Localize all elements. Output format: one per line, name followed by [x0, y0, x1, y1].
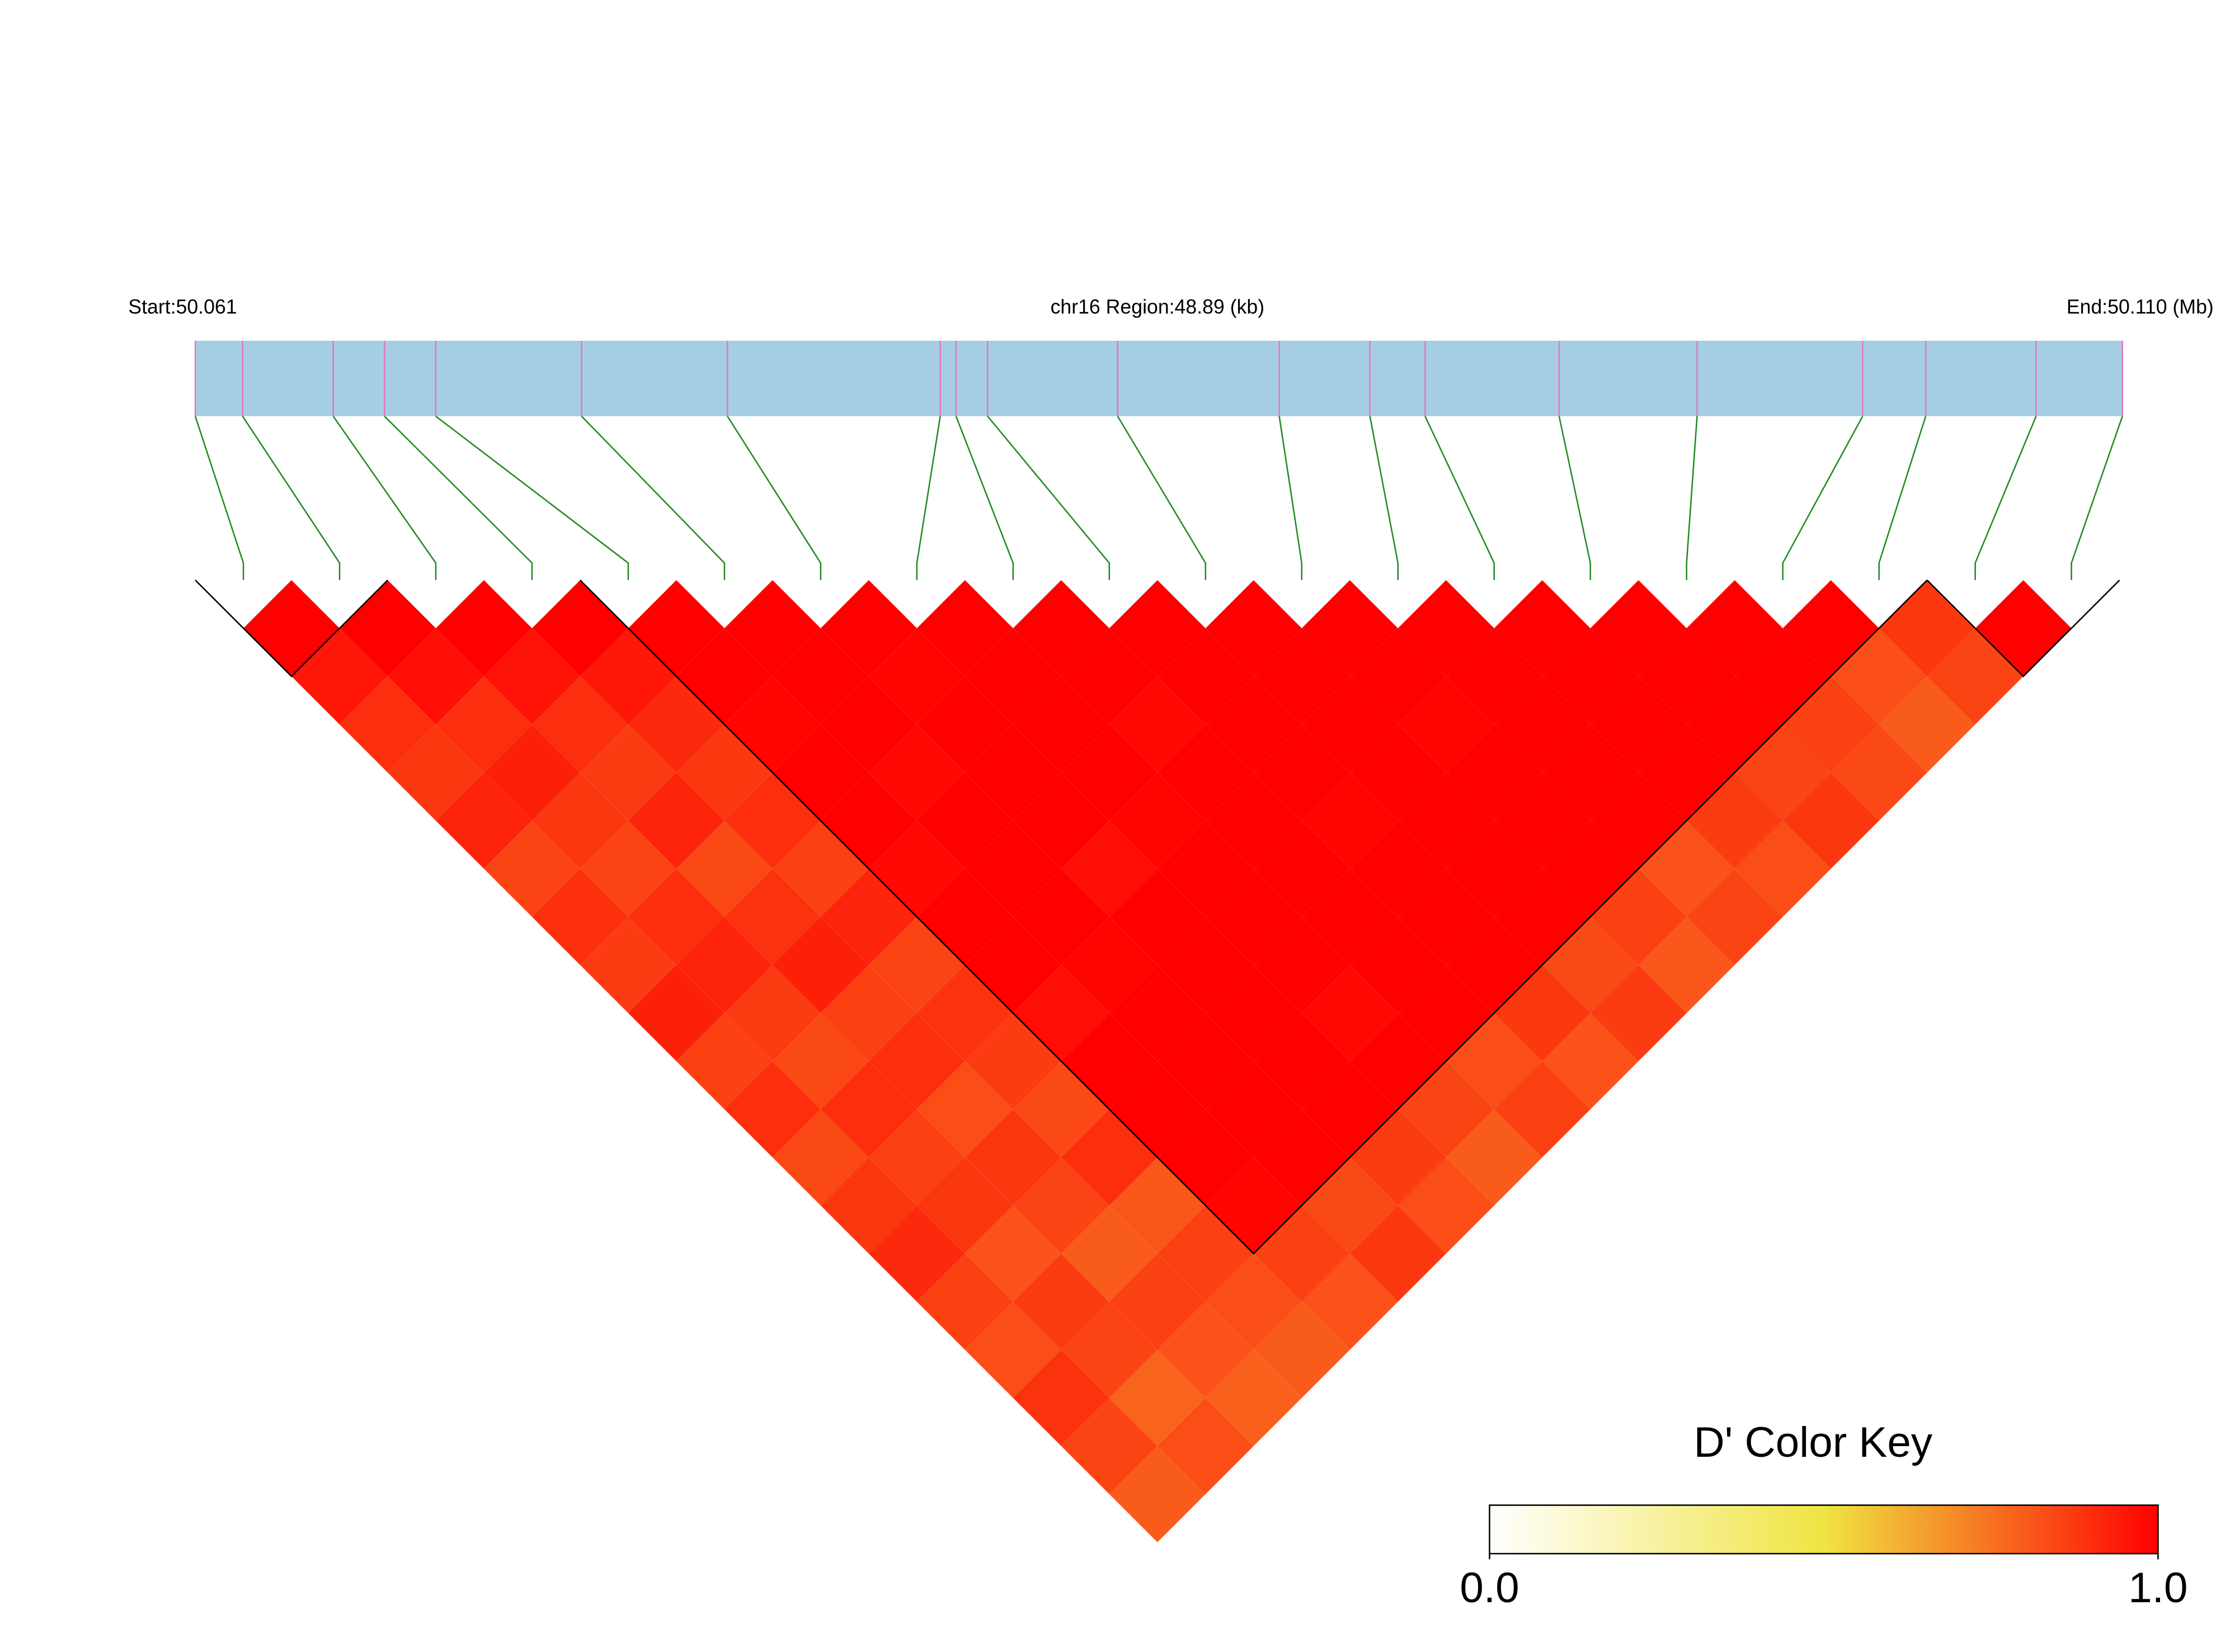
region-label: chr16 Region:48.89 (kb): [1051, 296, 1265, 318]
snp-connector: [916, 416, 941, 580]
ld-cell: [388, 724, 484, 821]
ld-cell: [1734, 628, 1831, 724]
ld-cell: [1205, 1061, 1302, 1157]
ld-cell: [1205, 868, 1302, 965]
ld-block: [580, 580, 1928, 1255]
snp-connector: [435, 415, 629, 580]
snp-connector: [987, 416, 1111, 580]
snp-connector: [2071, 416, 2123, 580]
snp-connector: [581, 416, 726, 580]
snp-connector: [384, 416, 533, 580]
ld-cell: [964, 628, 1061, 724]
snp-connector: [1117, 416, 1207, 580]
ld-cell: [580, 724, 676, 821]
key-tick-label: 0.0: [1460, 1564, 1519, 1612]
chromosome-track: [195, 340, 2123, 416]
snp-connector: [955, 416, 1014, 580]
snp-connector: [242, 416, 341, 580]
key-title: D' Color Key: [1694, 1419, 1933, 1466]
ld-cell: [483, 724, 580, 821]
snp-connector: [1278, 416, 1303, 580]
ld-cell: [1205, 1253, 1302, 1350]
snp-connector: [1782, 416, 1864, 580]
ld-cell: [1301, 1253, 1398, 1350]
start-label: Start:50.061: [128, 296, 237, 318]
ld-block: [1926, 580, 2120, 677]
key-tick-label: 1.0: [2128, 1564, 2187, 1612]
ld-cell: [1446, 628, 1542, 724]
color-key: [1489, 1504, 2159, 1555]
ld-cell: [1638, 628, 1735, 724]
ld-cell: [1542, 628, 1639, 724]
snp-connector: [1558, 416, 1592, 580]
snp-connector: [727, 416, 822, 580]
ld-cell: [772, 628, 869, 724]
snp-connector: [1424, 416, 1495, 580]
ld-cell: [1349, 628, 1446, 724]
snp-connector: [332, 416, 437, 580]
end-label: End:50.110 (Mb): [2067, 296, 2214, 318]
snp-connector: [1878, 416, 1927, 580]
ld-cell: [1205, 772, 1302, 869]
ld-cell: [868, 628, 965, 724]
snp-connector: [1974, 416, 2037, 580]
ld-cell: [1205, 1349, 1302, 1446]
ld-cell: [1157, 628, 1254, 724]
snp-connector: [194, 416, 244, 580]
snp-connector: [1686, 416, 1698, 580]
ld-cell: [1205, 964, 1302, 1061]
ld-cell: [388, 628, 484, 724]
snp-connector: [1369, 416, 1399, 580]
ld-block: [195, 580, 388, 677]
